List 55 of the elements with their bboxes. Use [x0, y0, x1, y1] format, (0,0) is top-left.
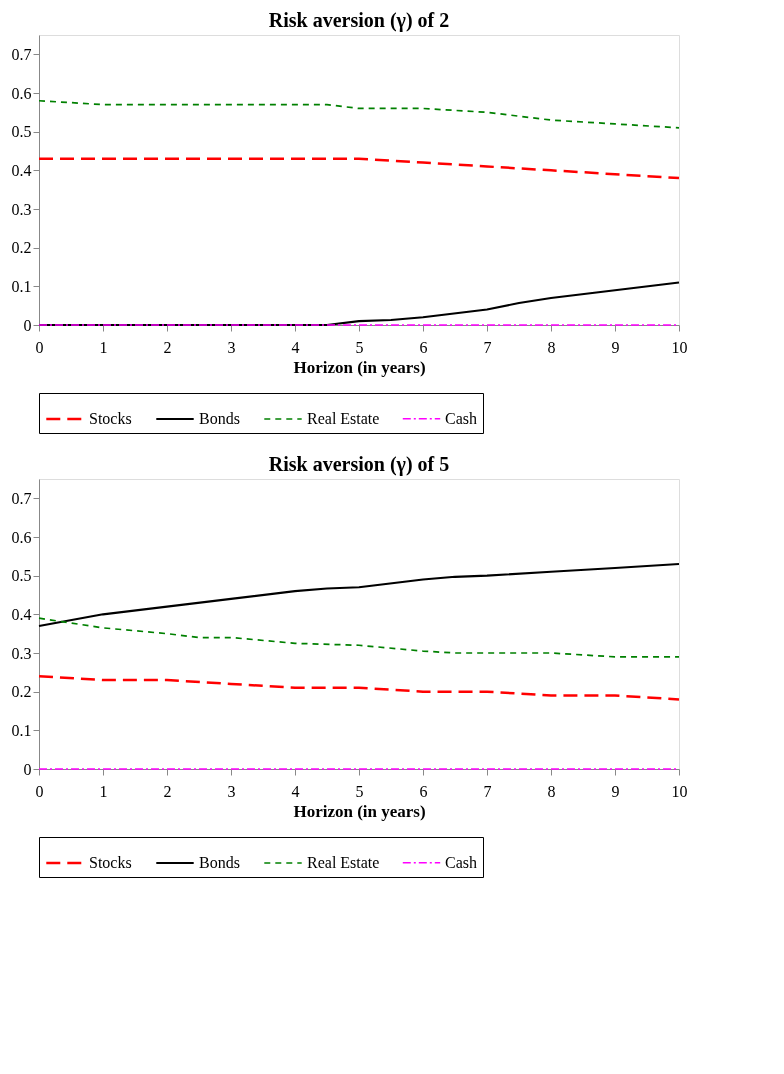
- x-tick-label: 9: [611, 782, 620, 800]
- x-tick-label: 3: [227, 338, 236, 356]
- x-tick-label: 4: [291, 338, 300, 356]
- y-tick-label: 0.3: [11, 644, 32, 662]
- legend-label: Real Estate: [307, 410, 380, 427]
- x-axis-title: Horizon (in years): [293, 801, 426, 821]
- y-tick-label: 0.3: [11, 200, 32, 218]
- x-tick-label: 0: [35, 782, 44, 800]
- line-series: [38, 617, 680, 658]
- x-tick-label: 10: [671, 338, 688, 356]
- y-tick-label: 0: [23, 316, 32, 334]
- y-tick-label: 0.6: [11, 528, 32, 546]
- y-tick-label: 0.7: [11, 489, 32, 507]
- x-tick-label: 3: [227, 782, 236, 800]
- line-series: [38, 99, 680, 129]
- legend-label: Real Estate: [307, 854, 380, 871]
- x-tick-label: 8: [547, 338, 556, 356]
- x-tick-label: 0: [35, 338, 44, 356]
- legend-label: Stocks: [89, 410, 132, 427]
- x-tick-label: 10: [671, 782, 688, 800]
- y-tick-label: 0.4: [11, 605, 32, 623]
- x-tick-label: 6: [419, 782, 428, 800]
- x-tick-label: 9: [611, 338, 620, 356]
- line-series: [37, 674, 681, 701]
- y-tick-label: 0.5: [11, 567, 32, 585]
- y-tick-label: 0.2: [11, 239, 32, 257]
- x-axis-title: Horizon (in years): [293, 357, 426, 377]
- legend-label: Bonds: [199, 410, 240, 427]
- x-tick-label: 7: [483, 338, 492, 356]
- legend-label: Cash: [445, 409, 477, 427]
- line-series: [37, 563, 681, 627]
- x-tick-label: 8: [547, 782, 556, 800]
- legend-label: Stocks: [89, 854, 132, 871]
- x-tick-label: 6: [419, 338, 428, 356]
- y-tick-label: 0.4: [11, 161, 32, 179]
- legend-label: Bonds: [199, 854, 240, 871]
- y-tick-label: 0.1: [11, 277, 32, 295]
- line-series: [37, 157, 681, 180]
- x-tick-label: 1: [99, 782, 108, 800]
- x-tick-label: 1: [99, 338, 108, 356]
- y-tick-label: 0.5: [11, 123, 32, 141]
- y-tick-label: 0.7: [11, 45, 32, 63]
- x-tick-label: 5: [355, 338, 364, 356]
- chart-title: Risk aversion (γ) of 5: [268, 453, 450, 476]
- y-tick-label: 0: [23, 760, 32, 778]
- x-tick-label: 2: [163, 338, 172, 356]
- y-tick-label: 0.6: [11, 84, 32, 102]
- x-tick-label: 5: [355, 782, 364, 800]
- legend-label: Cash: [445, 853, 477, 871]
- x-tick-label: 2: [163, 782, 172, 800]
- chart-title: Risk aversion (γ) of 2: [268, 9, 450, 32]
- x-tick-label: 4: [291, 782, 300, 800]
- x-tick-label: 7: [483, 782, 492, 800]
- y-tick-label: 0.1: [11, 721, 32, 739]
- y-tick-label: 0.2: [11, 683, 32, 701]
